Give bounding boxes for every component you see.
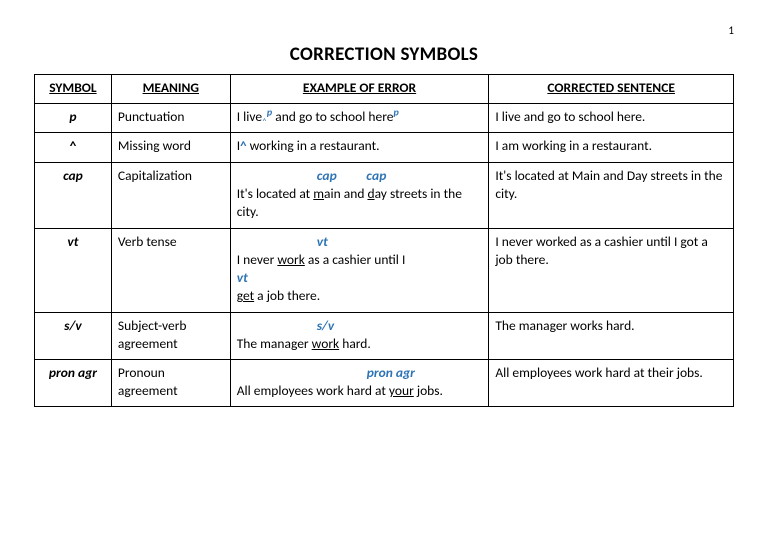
table-row: s/v Subject-verb agreement s/v The manag…	[35, 312, 734, 359]
example-text: The manager	[237, 335, 312, 352]
header-corrected: CORRECTED SENTENCE	[489, 75, 734, 104]
table-row: cap Capitalization cap cap It's located …	[35, 162, 734, 228]
correction-mark: vt	[237, 269, 248, 286]
example-cell: vt I never work as a cashier until I vt …	[230, 228, 489, 312]
table-header-row: SYMBOL MEANING EXAMPLE OF ERROR CORRECTE…	[35, 75, 734, 104]
underlined-error: m	[313, 185, 324, 202]
annotation-line: s/v	[317, 317, 483, 335]
corrected-cell: I live and go to school here.	[489, 104, 734, 133]
annotation-line: vt	[317, 233, 483, 251]
example-text: jobs.	[414, 382, 443, 399]
corrected-cell: The manager works hard.	[489, 312, 734, 359]
correction-mark: p	[393, 106, 398, 119]
meaning-cell: Subject-verb agreement	[111, 312, 230, 359]
annotation-line: cap cap	[317, 167, 483, 185]
example-text: ain and	[324, 185, 367, 202]
example-text: a job there.	[254, 287, 320, 304]
underlined-error: your	[389, 382, 414, 399]
meaning-cell: Verb tense	[111, 228, 230, 312]
example-text: hard.	[339, 335, 371, 352]
meaning-cell: Capitalization	[111, 162, 230, 228]
table-row: ^ Missing word I^ working in a restauran…	[35, 133, 734, 163]
symbol-cell: cap	[35, 162, 112, 228]
page-title: CORRECTION SYMBOLS	[34, 43, 734, 66]
example-text: All employees work hard at	[237, 382, 389, 399]
corrected-cell: All employees work hard at their jobs.	[489, 359, 734, 406]
example-cell: I^ working in a restaurant.	[230, 133, 489, 163]
correction-mark: cap	[317, 167, 337, 184]
symbol-cell: vt	[35, 228, 112, 312]
example-text: I never	[237, 251, 278, 268]
header-example: EXAMPLE OF ERROR	[230, 75, 489, 104]
underlined-error: d	[367, 185, 374, 202]
example-text: I live	[237, 108, 262, 125]
symbol-cell: pron agr	[35, 359, 112, 406]
table-row: p Punctuation I live˄p and go to school …	[35, 104, 734, 133]
example-text: as a cashier until I	[305, 251, 406, 268]
table-row: pron agr Pronoun agreement pron agr All …	[35, 359, 734, 406]
annotation-line: vt	[237, 269, 483, 287]
correction-mark: pron agr	[367, 364, 415, 381]
example-cell: pron agr All employees work hard at your…	[230, 359, 489, 406]
example-cell: s/v The manager work hard.	[230, 312, 489, 359]
underlined-error: work	[277, 251, 305, 268]
meaning-cell: Punctuation	[111, 104, 230, 133]
corrected-cell: It's located at Main and Day streets in …	[489, 162, 734, 228]
example-text: working in a restaurant.	[247, 137, 380, 154]
meaning-cell: Missing word	[111, 133, 230, 163]
spacer	[337, 167, 366, 184]
correction-symbols-table: SYMBOL MEANING EXAMPLE OF ERROR CORRECTE…	[34, 74, 734, 407]
annotation-line: pron agr	[367, 364, 483, 382]
underlined-error: get	[237, 287, 254, 304]
meaning-cell: Pronoun agreement	[111, 359, 230, 406]
page-number: 1	[34, 24, 734, 37]
correction-mark: cap	[366, 167, 386, 184]
symbol-cell: s/v	[35, 312, 112, 359]
symbol-cell: ^	[35, 133, 112, 163]
table-row: vt Verb tense vt I never work as a cashi…	[35, 228, 734, 312]
example-cell: I live˄p and go to school herep	[230, 104, 489, 133]
header-symbol: SYMBOL	[35, 75, 112, 104]
underlined-error: work	[312, 335, 340, 352]
correction-mark: p	[267, 106, 272, 119]
example-cell: cap cap It's located at main and day str…	[230, 162, 489, 228]
symbol-cell: p	[35, 104, 112, 133]
correction-mark: vt	[317, 233, 328, 250]
correction-mark: s/v	[317, 317, 335, 334]
example-text: and go to school here	[275, 108, 393, 125]
corrected-cell: I never worked as a cashier until I got …	[489, 228, 734, 312]
header-meaning: MEANING	[111, 75, 230, 104]
corrected-cell: I am working in a restaurant.	[489, 133, 734, 163]
example-text: It's located at	[237, 185, 314, 202]
